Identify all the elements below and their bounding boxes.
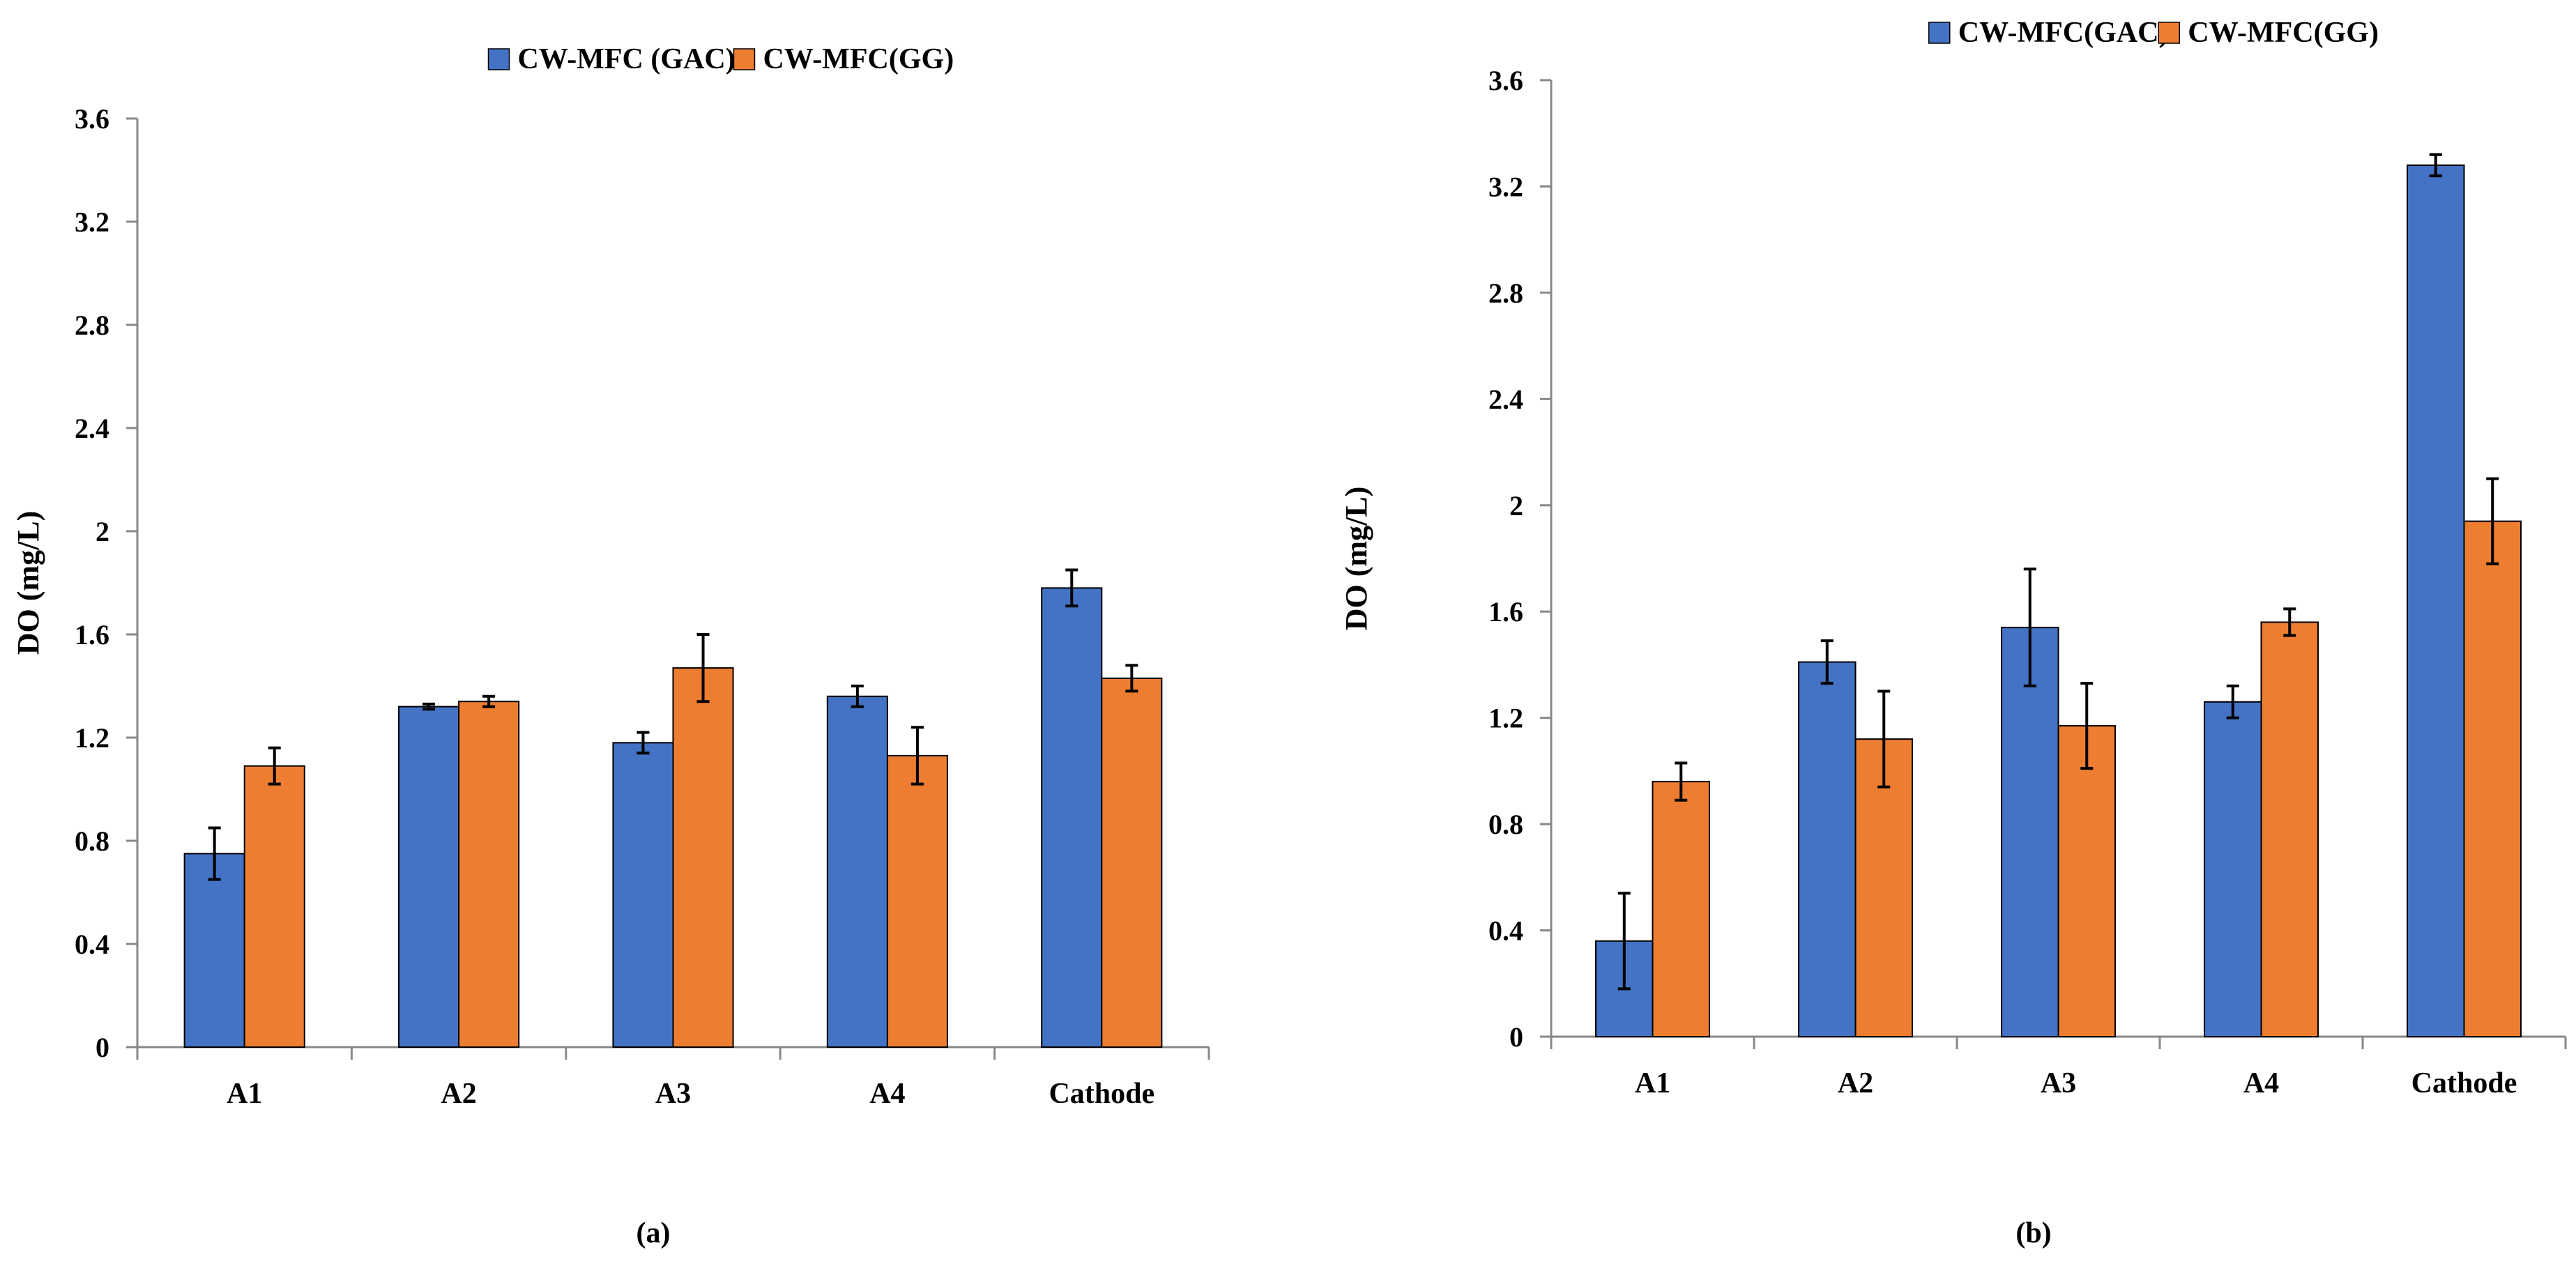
y-tick-label: 2 xyxy=(1509,490,1523,521)
legend-label-gg: CW-MFC(GG) xyxy=(2188,17,2379,49)
bar-gg xyxy=(458,701,520,1048)
y-tick-label: 0 xyxy=(96,1032,109,1063)
bar-gac xyxy=(612,742,674,1049)
panel-label: (a) xyxy=(637,1217,671,1249)
y-tick-label: 0.8 xyxy=(1488,809,1523,840)
bar-gac xyxy=(1798,661,1857,1037)
bar-gg xyxy=(2057,725,2116,1037)
x-tick-label: A3 xyxy=(655,1078,691,1110)
legend-swatch-gg xyxy=(2158,22,2180,44)
y-tick-label: 0.8 xyxy=(75,825,109,857)
legend-swatch-gac xyxy=(487,48,510,70)
legend-label-gac: CW-MFC (GAC) xyxy=(518,43,736,75)
x-tick-label: A3 xyxy=(2041,1067,2076,1099)
legend-label-gac: CW-MFC(GAC) xyxy=(1958,17,2169,49)
y-tick-label: 3.6 xyxy=(75,103,109,135)
x-tick-label: A1 xyxy=(1635,1067,1670,1099)
bar-gac xyxy=(2204,701,2262,1037)
y-tick-label: 3.2 xyxy=(1488,171,1523,202)
x-tick-label: Cathode xyxy=(1049,1078,1154,1110)
legend-label-gg: CW-MFC(GG) xyxy=(763,43,954,75)
bar-gg xyxy=(1101,677,1163,1048)
y-tick-label: 1.6 xyxy=(75,619,109,650)
y-tick-label: 3.6 xyxy=(1488,65,1523,96)
bar-gac xyxy=(2001,627,2059,1037)
y-tick-label: 0.4 xyxy=(75,929,109,960)
bar-gac xyxy=(826,695,888,1048)
y-tick-label: 3.2 xyxy=(75,206,109,238)
bar-gac xyxy=(1041,587,1103,1048)
y-tick-label: 2 xyxy=(96,516,109,547)
bar-gac xyxy=(183,853,245,1048)
bar-gg xyxy=(2260,621,2319,1037)
y-tick-label: 1.2 xyxy=(75,722,109,754)
chart-panel-b: 0 0.4 0.8 1.2 1.6 2 2.4 2.8 3.2 3.6 A1 A2 A3 A4 Cathod… xyxy=(1339,17,2567,1249)
x-tick-label: A4 xyxy=(2243,1067,2279,1099)
x-tick-label: Cathode xyxy=(2411,1067,2517,1099)
y-tick-label: 0.4 xyxy=(1488,915,1523,947)
x-tick-label: A4 xyxy=(869,1078,905,1110)
bar-gac xyxy=(2407,164,2465,1037)
legend-swatch-gg xyxy=(733,48,756,70)
x-tick-label: A2 xyxy=(441,1078,476,1110)
bar-gac xyxy=(398,706,460,1048)
y-tick-label: 0 xyxy=(1509,1021,1523,1053)
y-tick-label: 2.8 xyxy=(1488,277,1523,309)
y-tick-label: 1.2 xyxy=(1488,703,1523,734)
x-tick-label: A2 xyxy=(1838,1067,1873,1099)
y-tick-label: 2.8 xyxy=(75,310,109,341)
panel-label: (b) xyxy=(2015,1217,2051,1249)
y-tick-label: 2.4 xyxy=(75,413,109,444)
y-tick-label: 2.4 xyxy=(1488,383,1523,415)
bar-gg xyxy=(886,754,948,1049)
chart-panel-a: 0 0.4 0.8 1.2 1.6 2 2.4 2.8 3.2 3.6 A1 A2 A3 A4 Cathod… xyxy=(11,43,1210,1249)
x-tick-label: A1 xyxy=(227,1078,262,1110)
bar-gg xyxy=(1652,781,1710,1037)
legend-swatch-gac xyxy=(1928,22,1951,44)
y-tick-label: 1.6 xyxy=(1488,596,1523,627)
bar-gg xyxy=(243,765,305,1048)
bar-gg xyxy=(2463,520,2522,1037)
y-axis-title: DO (mg/L) xyxy=(1339,487,1373,631)
bar-gg xyxy=(1854,738,1913,1037)
bar-gg xyxy=(672,667,734,1048)
y-axis-title: DO (mg/L) xyxy=(11,511,45,655)
